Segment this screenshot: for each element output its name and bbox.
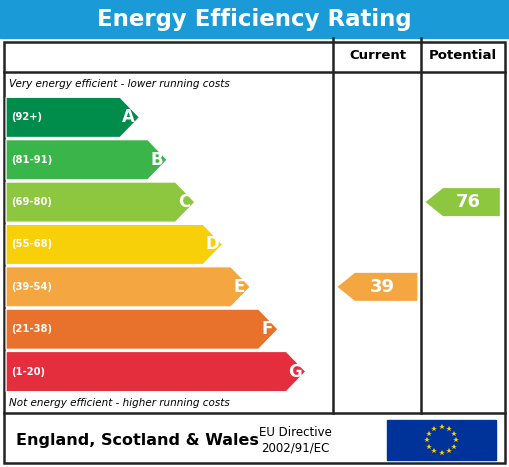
Text: (1-20): (1-20) <box>11 367 45 376</box>
Text: E: E <box>234 278 245 296</box>
Text: F: F <box>262 320 273 338</box>
Text: Very energy efficient - lower running costs: Very energy efficient - lower running co… <box>9 79 230 89</box>
Text: Potential: Potential <box>429 49 497 62</box>
Polygon shape <box>6 140 167 180</box>
Text: (69-80): (69-80) <box>11 197 52 207</box>
Text: G: G <box>288 362 302 381</box>
Polygon shape <box>6 225 222 264</box>
Polygon shape <box>337 273 417 301</box>
Text: Not energy efficient - higher running costs: Not energy efficient - higher running co… <box>9 398 230 408</box>
Bar <box>387 420 496 460</box>
Text: 76: 76 <box>455 193 480 211</box>
Polygon shape <box>6 182 195 222</box>
Text: (21-38): (21-38) <box>11 324 52 334</box>
Text: B: B <box>150 151 163 169</box>
Text: Energy Efficiency Rating: Energy Efficiency Rating <box>97 7 412 31</box>
Text: A: A <box>122 108 135 127</box>
Bar <box>0 0 509 38</box>
Text: Current: Current <box>349 49 406 62</box>
Text: (55-68): (55-68) <box>11 240 52 249</box>
Polygon shape <box>6 309 278 349</box>
Polygon shape <box>426 188 500 216</box>
Text: EU Directive
2002/91/EC: EU Directive 2002/91/EC <box>259 426 332 454</box>
Polygon shape <box>6 267 250 307</box>
Polygon shape <box>6 97 139 137</box>
Text: England, Scotland & Wales: England, Scotland & Wales <box>16 432 259 448</box>
FancyBboxPatch shape <box>4 42 505 463</box>
Text: (39-54): (39-54) <box>11 282 52 292</box>
Polygon shape <box>6 352 306 391</box>
Text: (92+): (92+) <box>11 113 42 122</box>
Text: (81-91): (81-91) <box>11 155 52 165</box>
Text: C: C <box>178 193 190 211</box>
Text: 39: 39 <box>370 278 395 296</box>
Text: D: D <box>205 235 219 254</box>
